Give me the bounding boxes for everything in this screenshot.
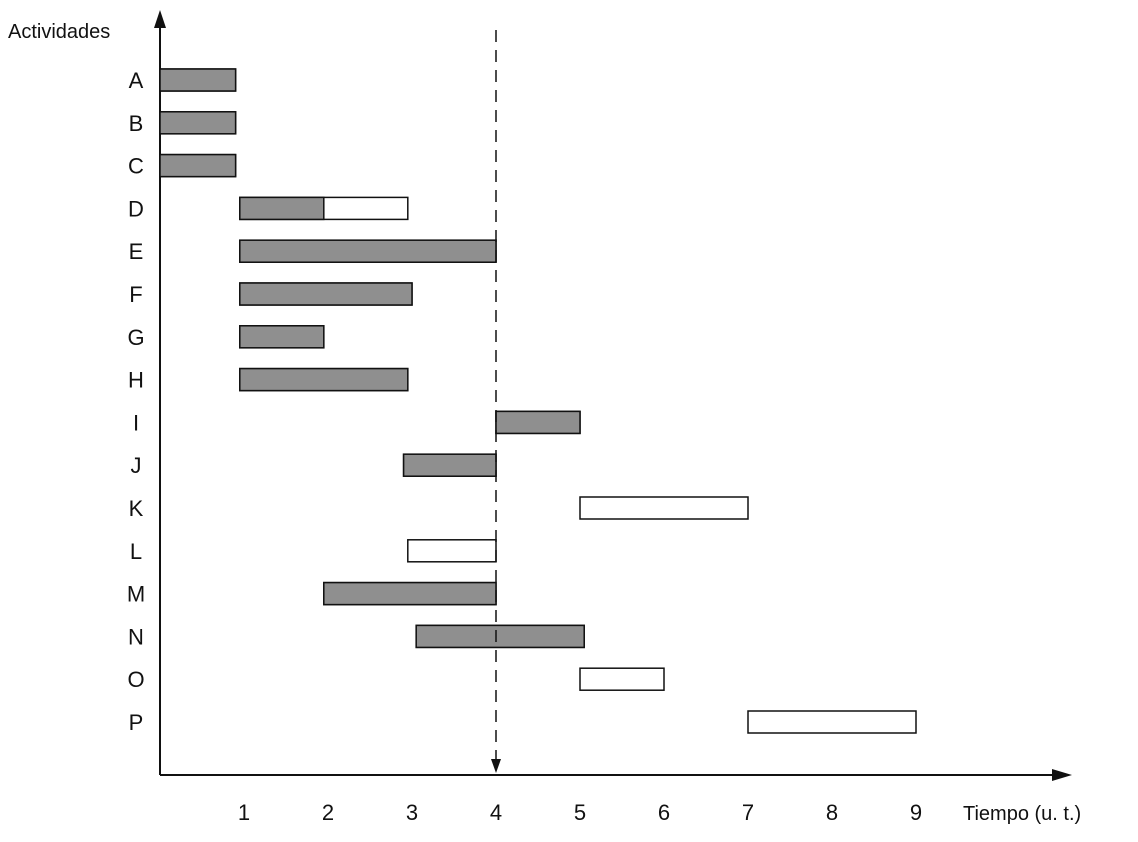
activity-row: F — [129, 282, 413, 307]
activity-label: F — [129, 282, 142, 307]
activity-label: B — [129, 111, 144, 136]
x-tick-label: 6 — [658, 800, 670, 825]
activity-bar-done — [239, 367, 409, 392]
activity-label: N — [128, 624, 144, 649]
activity-label: P — [129, 710, 144, 735]
activity-label: A — [129, 68, 144, 93]
x-tick-label: 7 — [742, 800, 754, 825]
y-axis-arrow-icon — [154, 10, 166, 28]
activity-bar-done — [239, 239, 497, 263]
time-marker — [491, 30, 501, 773]
activity-row: I — [133, 410, 581, 435]
activity-bar-done — [402, 453, 497, 477]
activity-bar — [747, 710, 917, 734]
activity-label: E — [129, 239, 144, 264]
activity-bar-done — [159, 111, 237, 135]
activity-label: O — [127, 667, 144, 692]
activity-bar-done — [239, 325, 325, 349]
activity-bar-done — [159, 153, 237, 178]
activity-bar-done — [239, 196, 325, 221]
activity-bar-done — [323, 581, 497, 606]
marker-arrow-icon — [491, 759, 501, 773]
activity-label: D — [128, 196, 144, 221]
activity-label: L — [130, 539, 142, 564]
activity-label: I — [133, 410, 139, 435]
activity-label: J — [131, 453, 142, 478]
activity-row: G — [127, 325, 325, 350]
activity-row: A — [129, 68, 237, 93]
activity-row: M — [127, 581, 497, 607]
activity-row: C — [128, 153, 237, 179]
activity-row: E — [129, 239, 497, 264]
y-axis-title: Actividades — [8, 21, 110, 43]
activity-row: L — [130, 539, 497, 564]
x-tick-label: 8 — [826, 800, 838, 825]
x-tick-label: 1 — [238, 800, 250, 825]
activity-bar-done — [415, 624, 585, 649]
activity-row: H — [128, 367, 409, 393]
x-tick-label: 9 — [910, 800, 922, 825]
x-axis-title: Tiempo (u. t.) — [963, 803, 1081, 825]
activity-row: J — [131, 453, 497, 478]
activity-row: D — [128, 196, 409, 221]
x-tick-label: 5 — [574, 800, 586, 825]
activity-label: C — [128, 154, 144, 179]
activity-row: O — [127, 667, 665, 692]
x-tick-label: 3 — [406, 800, 418, 825]
activity-bar-done — [159, 68, 237, 92]
activity-label: M — [127, 582, 145, 607]
x-tick-labels: 1 2 3 4 5 6 7 8 9 — [238, 800, 922, 825]
x-tick-label: 4 — [490, 800, 502, 825]
activity-bar-done — [239, 282, 413, 306]
activity-label: G — [127, 325, 144, 350]
activity-label: K — [129, 496, 144, 521]
activity-bar — [407, 539, 497, 563]
activity-bar — [579, 667, 665, 691]
activity-label: H — [128, 368, 144, 393]
axes — [154, 10, 1072, 781]
activity-row: N — [128, 624, 585, 649]
x-axis-arrow-icon — [1052, 769, 1072, 781]
x-tick-label: 2 — [322, 800, 334, 825]
activity-bar — [579, 496, 749, 520]
activity-bar-done — [495, 410, 581, 435]
activity-row: K — [129, 496, 749, 521]
activity-row: P — [129, 710, 917, 735]
activity-row: B — [129, 111, 237, 136]
